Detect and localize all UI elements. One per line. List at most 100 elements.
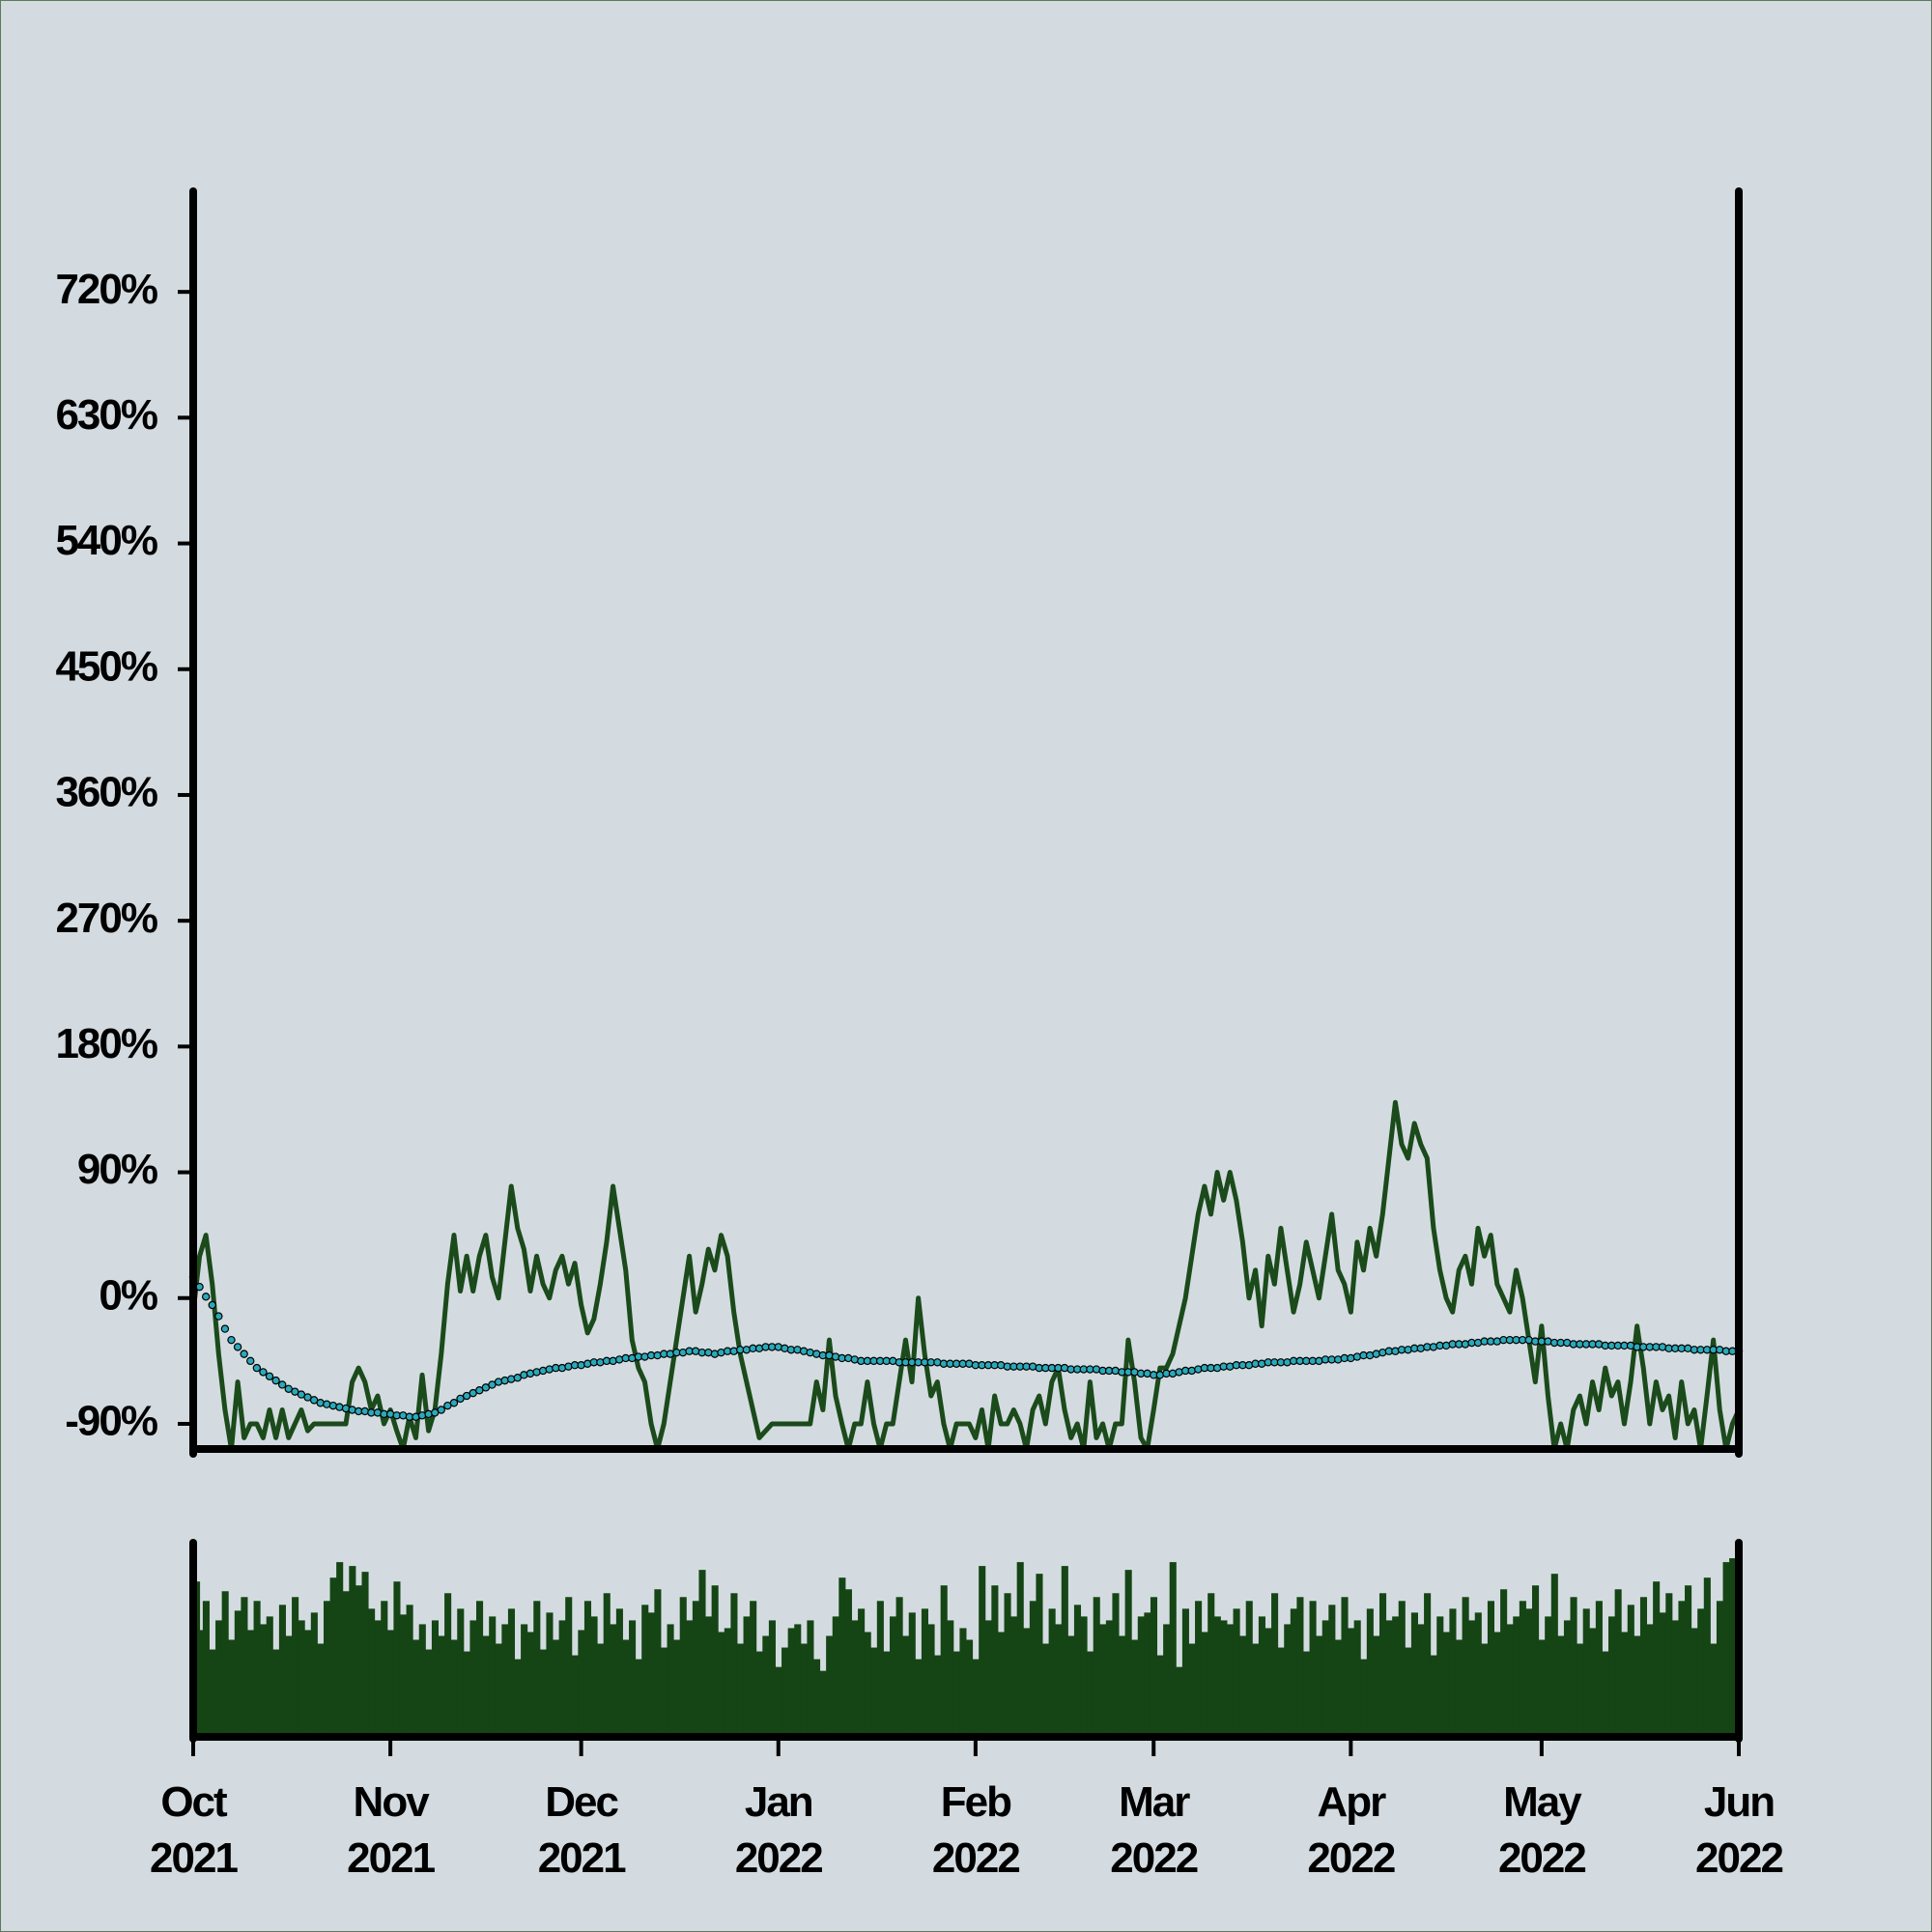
trend-dot — [704, 1348, 713, 1357]
trend-dot — [889, 1356, 897, 1366]
trend-dot — [1187, 1366, 1196, 1376]
volume-bar — [1646, 1624, 1654, 1737]
trend-dot — [653, 1350, 662, 1360]
volume-bar — [1525, 1608, 1533, 1737]
trend-dot — [437, 1406, 445, 1414]
trend-dot — [1168, 1369, 1178, 1378]
x-tick-label-line: 2022 — [1695, 1834, 1782, 1882]
volume-bar — [1398, 1601, 1406, 1737]
trend-dot — [1716, 1346, 1724, 1354]
trend-dot — [997, 1360, 1006, 1370]
volume-bar — [718, 1632, 725, 1737]
volume-bar — [425, 1649, 433, 1737]
volume-bar — [750, 1601, 757, 1737]
trend-dot — [233, 1343, 242, 1351]
volume-bar — [482, 1635, 490, 1737]
volume-bar — [202, 1601, 210, 1737]
trend-dot — [1594, 1340, 1604, 1349]
volume-bar — [870, 1647, 878, 1737]
volume-bar — [959, 1628, 967, 1737]
volume-bar — [1277, 1647, 1285, 1737]
volume-bar — [991, 1585, 999, 1737]
volume-bar — [1360, 1659, 1368, 1737]
volume-bar — [1067, 1635, 1075, 1737]
volume-bar — [902, 1635, 910, 1737]
trend-dot — [265, 1372, 274, 1380]
volume-bar — [883, 1651, 891, 1737]
volume-bar — [1334, 1639, 1342, 1737]
volume-bar — [1309, 1601, 1317, 1737]
volume-bar — [469, 1620, 477, 1737]
volume-bar — [1010, 1616, 1018, 1737]
x-tick-label: May 2022 — [1498, 1778, 1585, 1882]
volume-bar — [819, 1670, 827, 1737]
volume-bar — [1048, 1608, 1056, 1737]
volume-bar — [1341, 1597, 1349, 1737]
volume-bar — [940, 1585, 948, 1737]
trend-dot — [424, 1409, 433, 1419]
volume-bar — [1430, 1655, 1437, 1737]
volume-bar — [444, 1593, 452, 1737]
trend-dot — [252, 1363, 262, 1373]
trend-dot — [246, 1356, 255, 1366]
volume-bar — [1137, 1616, 1145, 1737]
volume-bar — [1296, 1597, 1304, 1737]
trend-dot — [538, 1366, 548, 1376]
x-tick-label-line: Apr — [1317, 1778, 1386, 1826]
volume-bar — [597, 1643, 605, 1737]
x-tick-label-line: Jun — [1704, 1778, 1774, 1826]
trend-dot — [583, 1359, 592, 1368]
volume-bar — [1659, 1612, 1666, 1737]
volume-bar — [768, 1620, 776, 1737]
trend-dot — [609, 1356, 617, 1366]
volume-bar — [285, 1635, 293, 1737]
trend-dot — [1461, 1340, 1470, 1349]
x-tick-label-line: Nov — [354, 1778, 431, 1826]
volume-bar — [1665, 1593, 1673, 1737]
volume-bar — [495, 1643, 502, 1737]
trend-dot — [812, 1350, 821, 1358]
volume-bar — [1462, 1597, 1469, 1737]
volume-bar — [1671, 1620, 1679, 1737]
trend-dot — [1143, 1369, 1151, 1378]
volume-bar — [1316, 1635, 1323, 1737]
volume-bar — [667, 1624, 674, 1737]
trend-dot — [373, 1408, 383, 1417]
x-tick-label-line: 2021 — [150, 1834, 238, 1882]
volume-bar — [1087, 1651, 1094, 1737]
trend-dot — [577, 1360, 585, 1370]
volume-bar — [705, 1616, 713, 1737]
trend-dot — [825, 1350, 834, 1360]
trend-dot — [545, 1365, 554, 1374]
volume-bar — [743, 1616, 751, 1737]
volume-bar — [355, 1585, 362, 1737]
volume-bar — [533, 1601, 541, 1737]
y-tick-label: 450% — [55, 642, 156, 690]
volume-bar — [349, 1566, 356, 1737]
volume-bar — [972, 1659, 980, 1737]
trend-dot — [1244, 1360, 1254, 1370]
volume-bar — [196, 1630, 204, 1737]
volume-bar — [1487, 1601, 1495, 1737]
trend-dot — [1194, 1365, 1203, 1374]
axes: Oct 2021 Nov 2021 Dec 2021 Jan 2022 Feb 2022 Mar 20… — [150, 187, 1784, 1882]
trend-dot — [564, 1362, 573, 1371]
trend-dot — [1028, 1362, 1037, 1371]
x-tick-label-line: 2022 — [932, 1834, 1019, 1882]
trend-dot — [277, 1380, 287, 1389]
trend-dot — [628, 1353, 637, 1363]
volume-bar — [647, 1612, 655, 1737]
x-tick-label-line: Oct — [160, 1778, 228, 1826]
volume-bar — [794, 1624, 802, 1737]
volume-bar — [1577, 1643, 1584, 1737]
volume-bar — [1290, 1608, 1297, 1737]
volume-bar — [272, 1649, 280, 1737]
trend-dot — [323, 1400, 331, 1408]
x-tick-label-line: 2022 — [1307, 1834, 1394, 1882]
volume-bar — [1348, 1628, 1355, 1737]
volume-bar — [908, 1612, 916, 1737]
volume-bar — [1181, 1608, 1189, 1737]
volume-bar — [1188, 1643, 1196, 1737]
volume-bar — [1271, 1593, 1279, 1737]
